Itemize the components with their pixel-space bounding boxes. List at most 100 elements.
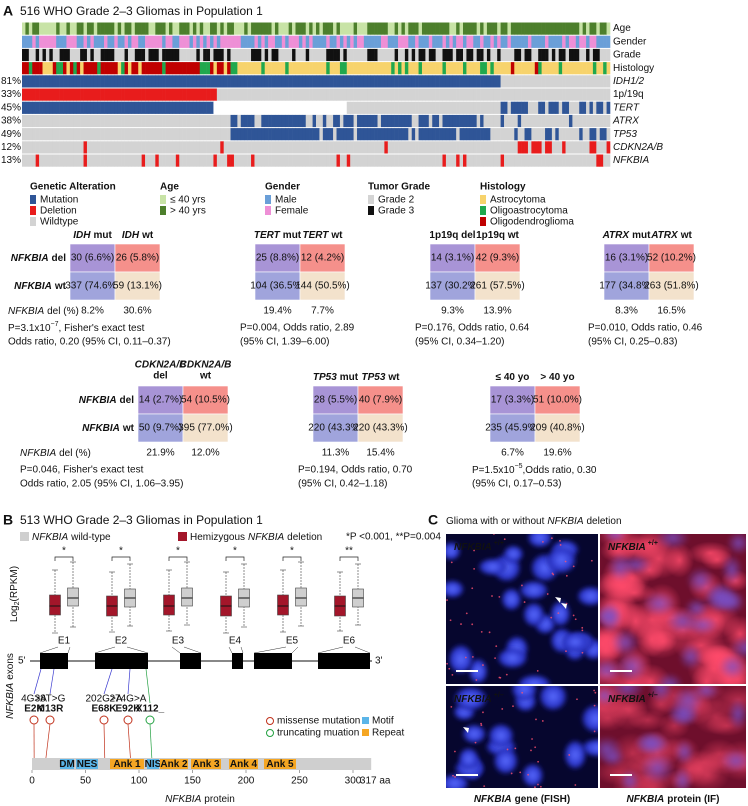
oncoprint-cell [370,62,375,75]
oncoprint-cell [247,141,252,154]
oncoprint-cell [500,154,505,167]
oncoprint-cell [312,62,317,75]
oncoprint-cell [141,154,146,167]
oncoprint-cell [240,101,245,114]
oncoprint-cell [247,88,252,101]
oncoprint-cell [316,101,320,114]
oncoprint-cell [305,75,310,88]
oncoprint-cell [49,62,54,75]
oncoprint-cell [271,101,276,114]
oncoprint-cell [305,114,310,128]
text-part: NFKBIA [11,253,49,264]
oncoprint-cell [394,48,399,62]
oncoprint-cell [213,141,218,154]
significance-mark: ** [345,546,353,557]
oncoprint-cell [141,35,146,48]
oncoprint-cell [271,154,276,167]
oncoprint-cell [90,141,95,154]
oncoprint-cell [298,75,303,88]
oncoprint-cell [384,22,389,35]
oncoprint-cell [32,141,36,154]
oncoprint-cell [326,35,330,48]
oncoprint-cell [121,62,125,75]
oncoprint-cell [493,62,498,75]
oncoprint-cell [480,141,484,154]
oncoprint-cell [114,101,119,114]
oncoprint-cell [251,48,255,62]
oncoprint-cell [281,141,286,154]
oncoprint-cell [507,48,512,62]
oncoprint-cell [408,75,413,88]
nucleus [537,686,569,712]
oncoprint-cell [551,88,556,101]
oncoprint-cell [158,114,163,128]
stain [636,621,668,658]
oncoprint-cell [145,35,149,48]
oncoprint-cell [548,75,553,88]
oncoprint-cell [230,154,235,167]
oncoprint-cell [49,154,54,167]
oncoprint-cell [316,48,320,62]
oncoprint-cell [25,75,30,88]
nucleus [580,703,598,735]
oncoprint-cell [452,154,457,167]
percent-value: 6.7% [501,448,524,459]
oncoprint-cell [213,35,218,48]
oncoprint-cell [439,128,443,141]
text-part: +/+ [648,540,658,547]
oncoprint-cell [175,128,180,141]
oncoprint-cell [411,75,416,88]
oncoprint-cell [309,114,313,128]
table-cell [534,413,581,443]
oncoprint-cell [572,88,577,101]
text-part: 2 [14,601,21,605]
oncoprint-cell [319,88,324,101]
oncoprint-cell [322,154,327,167]
oncoprint-cell [469,128,474,141]
oncoprint-cell [97,22,101,35]
text-part: IDH [73,230,91,241]
statistics: (95% CI, 0.17–0.53) [472,479,562,490]
oncoprint-cell [473,22,477,35]
oncoprint-cell [233,75,238,88]
oncoprint-cell [524,62,529,75]
oncoprint-cell [210,128,214,141]
oncoprint-cell [463,88,467,101]
oncoprint-cell [555,48,560,62]
amino-acid-change: M13R [37,704,64,715]
fish-signal [449,619,452,622]
fish-signal [541,540,544,543]
oncoprint-cell [370,75,375,88]
oncoprint-cell [579,62,583,75]
oncoprint-cell [391,154,395,167]
oncoprint-cell [398,128,402,141]
nucleus [457,746,480,772]
oncoprint-cell [42,35,47,48]
exon-connector [228,646,233,654]
oncoprint-cell [268,154,272,167]
fish-signal [521,584,523,587]
oncoprint-cell [107,62,112,75]
oncoprint-cell [206,154,211,167]
row-label: Gender [613,36,647,47]
text-part: > 40 yo [540,372,574,383]
oncoprint-cell [288,35,293,48]
domain [264,759,296,769]
oncoprint-cell [257,62,262,75]
oncoprint-cell [165,114,170,128]
oncoprint-cell [497,154,501,167]
oncoprint-cell [534,88,539,101]
oncoprint-cell [285,154,289,167]
oncoprint-cell [582,88,587,101]
oncoprint-cell [497,88,501,101]
oncoprint-cell [360,154,365,167]
oncoprint-cell [220,141,224,154]
oncoprint-cell [179,22,183,35]
oncoprint-cell [483,141,488,154]
oncoprint-cell [521,35,525,48]
oncoprint-cell [63,35,67,48]
oncoprint-cell [418,48,423,62]
oncoprint-cell [127,154,132,167]
oncoprint-cell [504,101,508,114]
fish-signal [581,629,584,632]
